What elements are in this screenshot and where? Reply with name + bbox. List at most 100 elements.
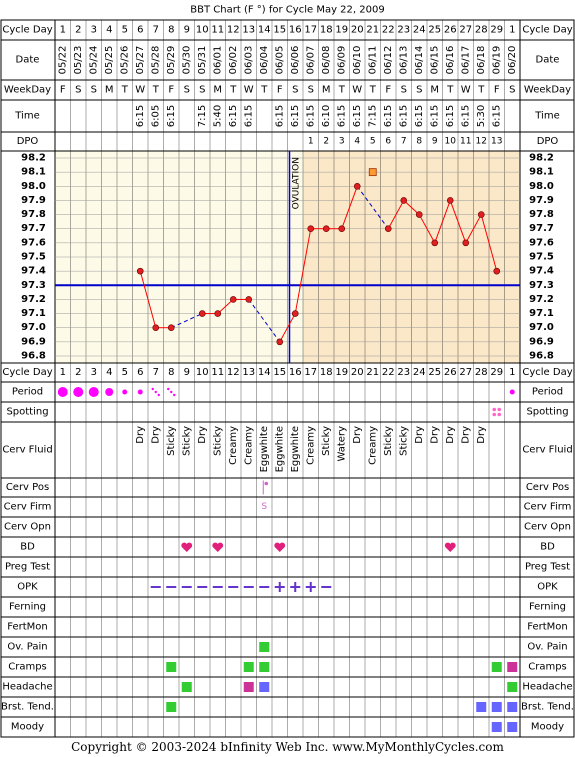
row-label-left-opk: OPK [17,582,38,593]
spotting-dot [497,407,502,412]
cycle-day-number: 2 [75,25,81,36]
date-cell: 06/09 [336,46,347,75]
row-label-right-ferning: Ferning [529,602,566,613]
period-spotting-dot [167,387,170,391]
cycle-day-number: 28 [475,25,488,36]
spotting-dot [492,412,497,417]
cycle-day-number: 11 [211,367,224,378]
temp-point [136,267,144,275]
dpo-cell: 9 [432,137,438,147]
date-cell: 05/27 [135,46,146,75]
copyright-notice: Copyright © 2003-2024 bInfinity Web Inc.… [71,740,504,754]
temp-line-segment [480,214,498,272]
y-tick-label-right: 97.3 [529,280,554,291]
cerv-fluid-cell: Dry [352,426,363,444]
cerv-fluid-cell: Dry [135,426,146,444]
weekday-cell: F [168,85,174,96]
temp-point [152,324,160,332]
row-label-left-headache: Headache [2,682,52,693]
date-cell: 06/06 [290,46,301,75]
row-label-left-spotting: Spotting [6,407,48,418]
cerv-fluid-cell: Sticky [321,426,332,456]
cerv-fluid-cell: Dry [150,426,161,444]
y-tick-label-left: 97.6 [21,237,46,248]
cycle-day-number: 29 [490,367,503,378]
temp-line-segment [279,313,296,343]
cramps-square [259,662,270,672]
row-label-right-cramps: Cramps [528,662,567,673]
cycle-day-number: 25 [428,367,441,378]
temp-gap-segment [171,313,203,329]
cerv-fluid-cell: Creamy [243,426,254,465]
y-tick-label-left: 96.9 [21,336,46,347]
date-cell: 06/18 [476,46,487,75]
weekday-cell: W [135,85,145,96]
cycle-day-number: 29 [490,25,503,36]
row-label-right-cerv-fluid: Cerv Fluid [522,445,572,456]
y-tick-label-right: 97.7 [529,223,554,234]
bd-heart-icon [181,542,193,552]
time-cell: 7:15 [197,105,208,127]
date-cell: 06/01 [212,46,223,75]
row-label-right-opk: OPK [537,582,558,593]
cerv-firm-value: S [261,502,267,512]
cycle-day-number: 2 [75,367,81,378]
time-cell: 6:15 [274,105,285,127]
date-cell: 05/23 [73,46,84,75]
y-tick-label-left: 98.1 [21,167,46,178]
row-label-left-time: Time [14,111,39,122]
dpo-cell: 3 [339,137,345,147]
cycle-day-number: 13 [242,25,255,36]
period-spotting-dot [170,390,173,394]
date-cell: 06/02 [228,46,239,75]
cycle-day-number: 15 [273,367,286,378]
weekday-cell: F [277,85,283,96]
cycle-day-number: 4 [106,25,112,36]
weekday-cell: S [199,85,205,96]
temp-point [338,225,346,233]
breast-tenderness-square [507,702,518,712]
time-cell: 6:15 [243,105,254,127]
period-dot [105,388,114,396]
cycle-day-number: 17 [304,367,317,378]
temp-line-segment [418,214,436,244]
cycle-day-number: 4 [106,367,112,378]
moody-square [491,722,502,732]
weekday-cell: S [75,85,81,96]
cycle-day-number: 1 [509,25,515,36]
weekday-cell: S [308,85,314,96]
time-cell: 6:15 [166,105,177,127]
time-cell: 6:15 [228,105,239,127]
cycle-day-number: 1 [60,25,66,36]
temp-point [229,296,237,303]
time-cell: 6:15 [491,105,502,127]
period-spotting-dot [154,390,157,394]
temp-point [384,225,392,233]
cerv-fluid-cell: Sticky [383,426,394,456]
y-tick-label-right: 98.0 [529,181,554,192]
y-tick-label-right: 97.9 [529,195,554,206]
headache-square [181,682,192,692]
ov-pain-square [259,642,270,652]
y-tick-label-right: 98.1 [529,167,554,178]
cycle-day-number: 20 [351,367,364,378]
date-cell: 05/25 [104,46,115,75]
y-tick-label-right: 96.8 [529,351,554,362]
date-cell: 05/30 [181,46,192,75]
temp-line-segment [403,200,420,215]
weekday-cell: T [338,85,346,96]
weekday-cell: T [369,85,377,96]
cycle-day-number: 1 [509,367,515,378]
dpo-cell: 13 [491,137,502,147]
temp-point [276,338,284,346]
cerv-fluid-cell: Eggwhite [259,426,270,472]
cycle-day-number: 21 [366,367,379,378]
cycle-day-number: 28 [475,367,488,378]
headache-square [259,682,270,692]
cycle-day-number: 8 [168,25,174,36]
row-label-right-cycle-day: Cycle Day [522,25,572,36]
y-tick-label-left: 98.0 [21,181,46,192]
cycle-day-number: 24 [413,25,426,36]
cycle-day-number: 3 [91,25,97,36]
